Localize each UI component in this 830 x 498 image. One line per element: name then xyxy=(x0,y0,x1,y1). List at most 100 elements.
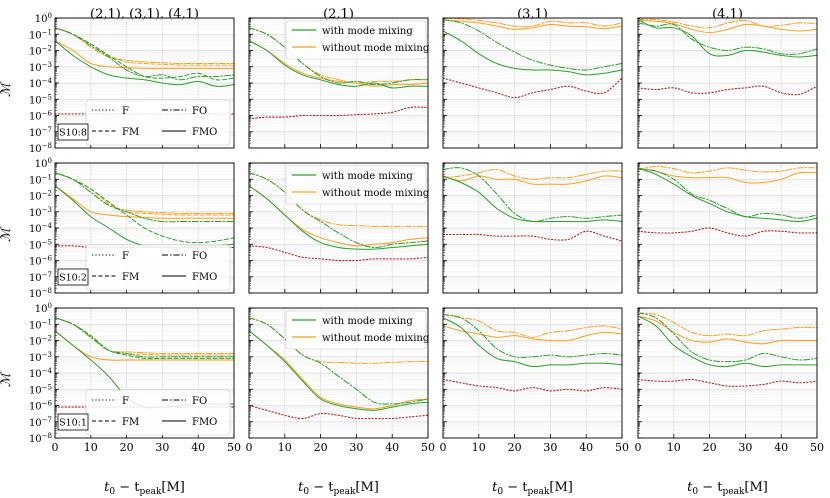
axes-frame xyxy=(248,162,429,294)
x-tick-label: 0 xyxy=(440,441,447,454)
series-line-f-none xyxy=(637,378,818,387)
series-line-fmo-with xyxy=(54,40,235,87)
y-axis-label: ℳ xyxy=(0,226,14,242)
series-line-fmo-with xyxy=(637,167,818,223)
legend-label-fmo: FMO xyxy=(192,272,217,283)
series-line-f-none xyxy=(442,77,623,99)
series-line-fmo-without xyxy=(54,40,235,69)
series-line-fmo-without xyxy=(54,330,235,361)
subplot-r2-c2: 0 10 20 30 40 50 xyxy=(440,307,629,454)
y-tick-label: 10−3 xyxy=(29,206,52,219)
x-tick-label: 50 xyxy=(810,441,824,454)
y-tick-label: 10−5 xyxy=(29,93,52,106)
fit-legend-box xyxy=(85,244,231,291)
series-line-f-none xyxy=(248,106,429,120)
series-line-f-none xyxy=(442,230,623,242)
series-line-fm-with xyxy=(54,317,235,360)
y-tick-label: 100 xyxy=(35,302,52,315)
series-line-fo-without xyxy=(54,27,235,65)
series-line-fo-with xyxy=(248,27,429,86)
subplot-r1-c2 xyxy=(442,162,623,294)
legend-label-fo: FO xyxy=(192,251,207,262)
series-line-fo-without xyxy=(637,165,818,174)
axes-frame xyxy=(54,162,235,294)
y-tick-label: 10−2 xyxy=(29,190,52,203)
x-tick-label: 10 xyxy=(84,441,98,454)
series-line-fo-with xyxy=(248,172,429,249)
legend-label-without-mixing: without mode mixing xyxy=(322,333,430,344)
series-line-fmo-with xyxy=(248,330,429,411)
series-line-fm-with xyxy=(54,172,235,244)
series-line-f-none xyxy=(442,378,623,392)
x-tick-label: 10 xyxy=(278,441,292,454)
y-tick-label: 10−5 xyxy=(29,238,52,251)
y-tick-label: 10−1 xyxy=(29,173,52,186)
y-tick-label: 10−2 xyxy=(29,45,52,58)
x-axis-label: t0 − tpeak[M] xyxy=(298,480,379,497)
legend-label-fm: FM xyxy=(122,272,139,283)
x-tick-label: 20 xyxy=(508,441,522,454)
legend-label-without-mixing: without mode mixing xyxy=(322,188,430,199)
series-line-f-none xyxy=(637,85,818,96)
axes-frame xyxy=(442,17,623,149)
x-axis-label: t0 − tpeak[M] xyxy=(492,480,573,497)
x-tick-label: 30 xyxy=(349,441,363,454)
axes-frame xyxy=(442,162,623,294)
subplot-r1-c3 xyxy=(637,162,818,294)
row-label: S10:2 xyxy=(59,273,87,284)
legend-label-with-mixing: with mode mixing xyxy=(322,171,413,182)
series-line-fo-with xyxy=(637,312,818,363)
series-line-fm-with xyxy=(54,27,235,81)
axes-frame xyxy=(248,307,429,439)
axes-frame xyxy=(248,17,429,149)
legend-label-f: F xyxy=(122,251,129,262)
x-tick-label: 50 xyxy=(421,441,435,454)
y-tick-label: 10−7 xyxy=(29,126,52,139)
axes-frame xyxy=(637,307,818,439)
legend-label-fmo: FMO xyxy=(192,127,217,138)
mixing-legend-box xyxy=(285,165,427,205)
axes-frame xyxy=(442,307,623,439)
series-line-fo-with xyxy=(442,19,623,71)
y-tick-label: 10−3 xyxy=(29,61,52,74)
series-line-fo-with xyxy=(54,172,235,223)
legend-label-with-mixing: with mode mixing xyxy=(322,26,413,37)
x-axis-label: t0 − tpeak[M] xyxy=(687,480,768,497)
series-line-fmo-with xyxy=(442,175,623,223)
subplot-r0-c1: with mode mixing without mode mixing xyxy=(248,17,430,149)
series-line-fo-without xyxy=(442,17,623,28)
y-tick-label: 10−8 xyxy=(29,287,52,300)
axes-frame xyxy=(637,162,818,294)
axes-frame xyxy=(54,307,235,439)
series-line-fmo-without xyxy=(637,19,818,34)
x-tick-label: 20 xyxy=(314,441,328,454)
subplot-r2-c1: 0 10 20 30 40 50 with mode mixing without mode … xyxy=(246,307,435,454)
legend-label-fmo: FMO xyxy=(192,417,217,428)
series-line-fo-with xyxy=(54,317,235,358)
series-line-f-none xyxy=(248,245,429,262)
series-line-fo-without xyxy=(442,314,623,338)
y-axis-label: ℳ xyxy=(0,81,14,97)
mixing-legend-box xyxy=(285,20,427,60)
y-tick-label: 10−3 xyxy=(29,351,52,364)
x-tick-label: 30 xyxy=(155,441,169,454)
fit-legend-box xyxy=(85,389,231,436)
row-label-box xyxy=(57,413,89,431)
x-tick-label: 30 xyxy=(543,441,557,454)
series-line-fmo-with xyxy=(248,185,429,250)
series-line-fo-with xyxy=(54,27,235,81)
y-axis-label: ℳ xyxy=(0,371,14,387)
x-axis-label: t0 − tpeak[M] xyxy=(104,480,185,497)
y-tick-label: 10−5 xyxy=(29,383,52,396)
series-line-fmo-with xyxy=(637,19,818,58)
x-tick-label: 0 xyxy=(52,441,59,454)
x-tick-label: 10 xyxy=(472,441,486,454)
legend-label-fo: FO xyxy=(192,106,207,117)
axes-frame xyxy=(637,17,818,149)
series-line-fo-without xyxy=(442,168,623,180)
subplot-r2-c0: 100 10−1 10−2 10−3 10−4 10−5 10−6 10−7 10−80 10 20… xyxy=(29,302,241,454)
y-tick-label: 10−7 xyxy=(29,271,52,284)
row-label-box xyxy=(57,123,89,141)
x-tick-label: 40 xyxy=(774,441,788,454)
series-line-fo-with xyxy=(248,317,429,405)
